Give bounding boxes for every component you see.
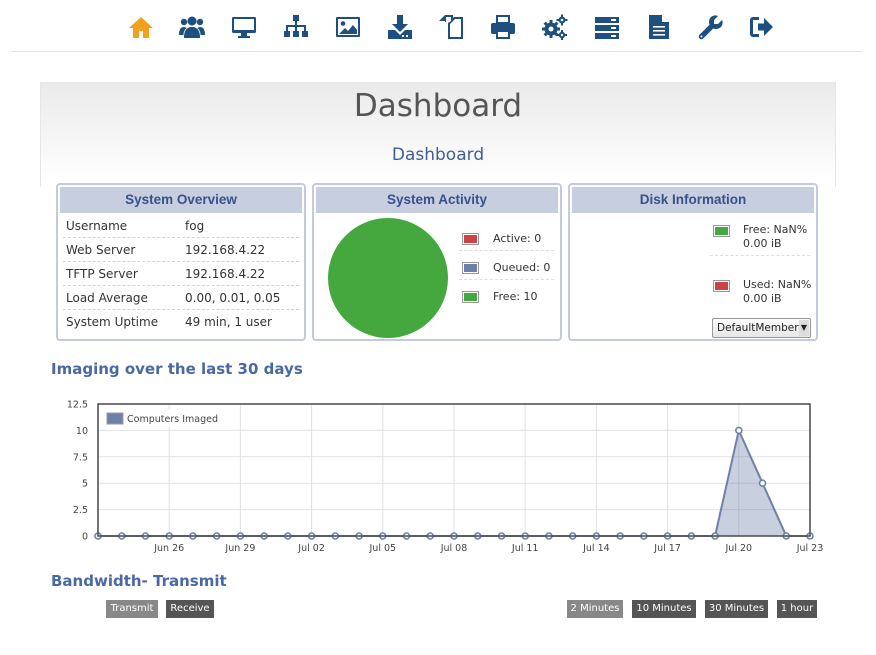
- download-icon[interactable]: [385, 12, 415, 42]
- overview-value: 192.168.4.22: [185, 243, 266, 257]
- overview-key: System Uptime: [66, 315, 159, 329]
- server-icon[interactable]: [592, 12, 622, 42]
- page-title: Dashboard: [353, 88, 523, 124]
- panel-title: Disk Information: [572, 187, 814, 213]
- disk-used-size: 0.00 iB: [743, 292, 782, 305]
- legend-queued: Queued: 0: [459, 256, 554, 280]
- overview-row-web-server: Web Server 192.168.4.22: [63, 238, 299, 262]
- y-tick-label: 2.5: [73, 505, 88, 516]
- x-tick-label: Jun 29: [224, 543, 255, 554]
- activity-pie-chart: [328, 218, 448, 338]
- gears-icon[interactable]: [540, 12, 570, 42]
- disk-used-label: Used: NaN%: [743, 278, 812, 291]
- legend-swatch: [462, 262, 479, 274]
- overview-row-load-average: Load Average 0.00, 0.01, 0.05: [63, 286, 299, 310]
- receive-button[interactable]: Receive: [166, 600, 214, 618]
- legend-swatch: [713, 280, 730, 292]
- range-10-minutes-button[interactable]: 10 Minutes: [632, 600, 696, 618]
- legend-swatch: [462, 233, 479, 245]
- legend-free: Free: 10: [459, 285, 554, 309]
- overview-key: Username: [66, 219, 128, 233]
- transmit-button[interactable]: Transmit: [106, 600, 158, 618]
- legend-swatch: [462, 291, 479, 303]
- x-tick-label: Jul 20: [725, 543, 753, 554]
- y-tick-label: 7.5: [73, 452, 88, 463]
- panel-title: System Activity: [316, 187, 558, 213]
- data-point: [758, 479, 767, 487]
- range-30-minutes-button[interactable]: 30 Minutes: [705, 600, 768, 618]
- bandwidth-section-title: Bandwidth- Transmit: [51, 572, 227, 590]
- overview-value: 49 min, 1 user: [185, 315, 272, 329]
- overview-row-uptime: System Uptime 49 min, 1 user: [63, 310, 299, 334]
- imaging-section-title: Imaging over the last 30 days: [51, 360, 303, 378]
- y-tick-label: 10: [76, 426, 88, 437]
- series-area: [98, 430, 810, 536]
- legend-active: Active: 0: [459, 227, 554, 251]
- copy-icon[interactable]: [436, 12, 466, 42]
- x-tick-label: Jul 17: [653, 543, 681, 554]
- legend-label: Queued: 0: [493, 261, 551, 274]
- x-tick-label: Jul 02: [297, 543, 325, 554]
- sitemap-icon[interactable]: [281, 12, 311, 42]
- divider: [710, 255, 810, 256]
- imaging-chart-svg: 0 2.5 5 7.5 10 12.5 Jun 26 Jun 29 Jul 02 Jul 05 Ju…: [67, 400, 824, 555]
- plot-frame: [97, 403, 811, 537]
- x-tick-label: Jul 11: [511, 543, 539, 554]
- logout-icon[interactable]: [747, 12, 777, 42]
- overview-row-username: Username fog: [63, 214, 299, 238]
- overview-key: TFTP Server: [66, 267, 138, 281]
- overview-key: Load Average: [66, 291, 148, 305]
- y-tick-label: 5: [82, 479, 88, 490]
- select-value: DefaultMember *: [717, 322, 808, 334]
- disk-free-label: Free: NaN%: [743, 223, 808, 236]
- imaging-chart: 0 2.5 5 7.5 10 12.5 Jun 26 Jun 29 Jul 02 Jul 05 Ju…: [60, 396, 830, 558]
- data-point: [734, 426, 743, 435]
- top-navigation: [12, 0, 862, 52]
- users-icon[interactable]: [177, 12, 207, 42]
- x-tick-label: Jun 26: [153, 543, 184, 554]
- overview-row-tftp-server: TFTP Server 192.168.4.22: [63, 262, 299, 286]
- disk-free-size: 0.00 iB: [743, 237, 782, 250]
- storage-node-select[interactable]: DefaultMember * ▼: [712, 318, 811, 338]
- y-tick-label: 0: [82, 532, 88, 543]
- x-tick-label: Jul 23: [796, 543, 824, 554]
- legend-swatch: [713, 225, 730, 237]
- legend-swatch: [106, 412, 124, 425]
- system-overview-panel: System Overview Username fog Web Server …: [56, 183, 306, 341]
- page-subtitle: Dashboard: [391, 145, 485, 165]
- chevron-down-icon: ▼: [799, 320, 809, 336]
- overview-value: fog: [185, 219, 205, 233]
- range-2-minutes-button[interactable]: 2 Minutes: [567, 600, 623, 618]
- x-tick-label: Jul 08: [440, 543, 468, 554]
- legend-box: [103, 409, 218, 427]
- overview-value: 0.00, 0.01, 0.05: [185, 291, 281, 305]
- document-icon[interactable]: [644, 12, 674, 42]
- monitor-icon[interactable]: [229, 12, 259, 42]
- legend-label: Computers Imaged: [127, 414, 218, 425]
- overview-key: Web Server: [66, 243, 136, 257]
- x-tick-label: Jul 05: [369, 543, 397, 554]
- y-tick-label: 12.5: [67, 400, 88, 411]
- home-icon[interactable]: [126, 12, 156, 42]
- overview-value: 192.168.4.22: [185, 267, 266, 281]
- panel-title: System Overview: [60, 187, 302, 213]
- x-tick-label: Jul 14: [582, 543, 610, 554]
- disk-information-panel: Disk Information Free: NaN% 0.00 iB Used…: [568, 183, 818, 341]
- range-1-hour-button[interactable]: 1 hour: [777, 600, 817, 618]
- wrench-icon[interactable]: [696, 12, 726, 42]
- dashboard-header: [40, 82, 836, 187]
- image-icon[interactable]: [333, 12, 363, 42]
- printer-icon[interactable]: [488, 12, 518, 42]
- legend-label: Free: 10: [493, 290, 538, 303]
- legend-label: Active: 0: [493, 232, 542, 245]
- system-activity-panel: System Activity Active: 0 Queued: 0 Free…: [312, 183, 562, 341]
